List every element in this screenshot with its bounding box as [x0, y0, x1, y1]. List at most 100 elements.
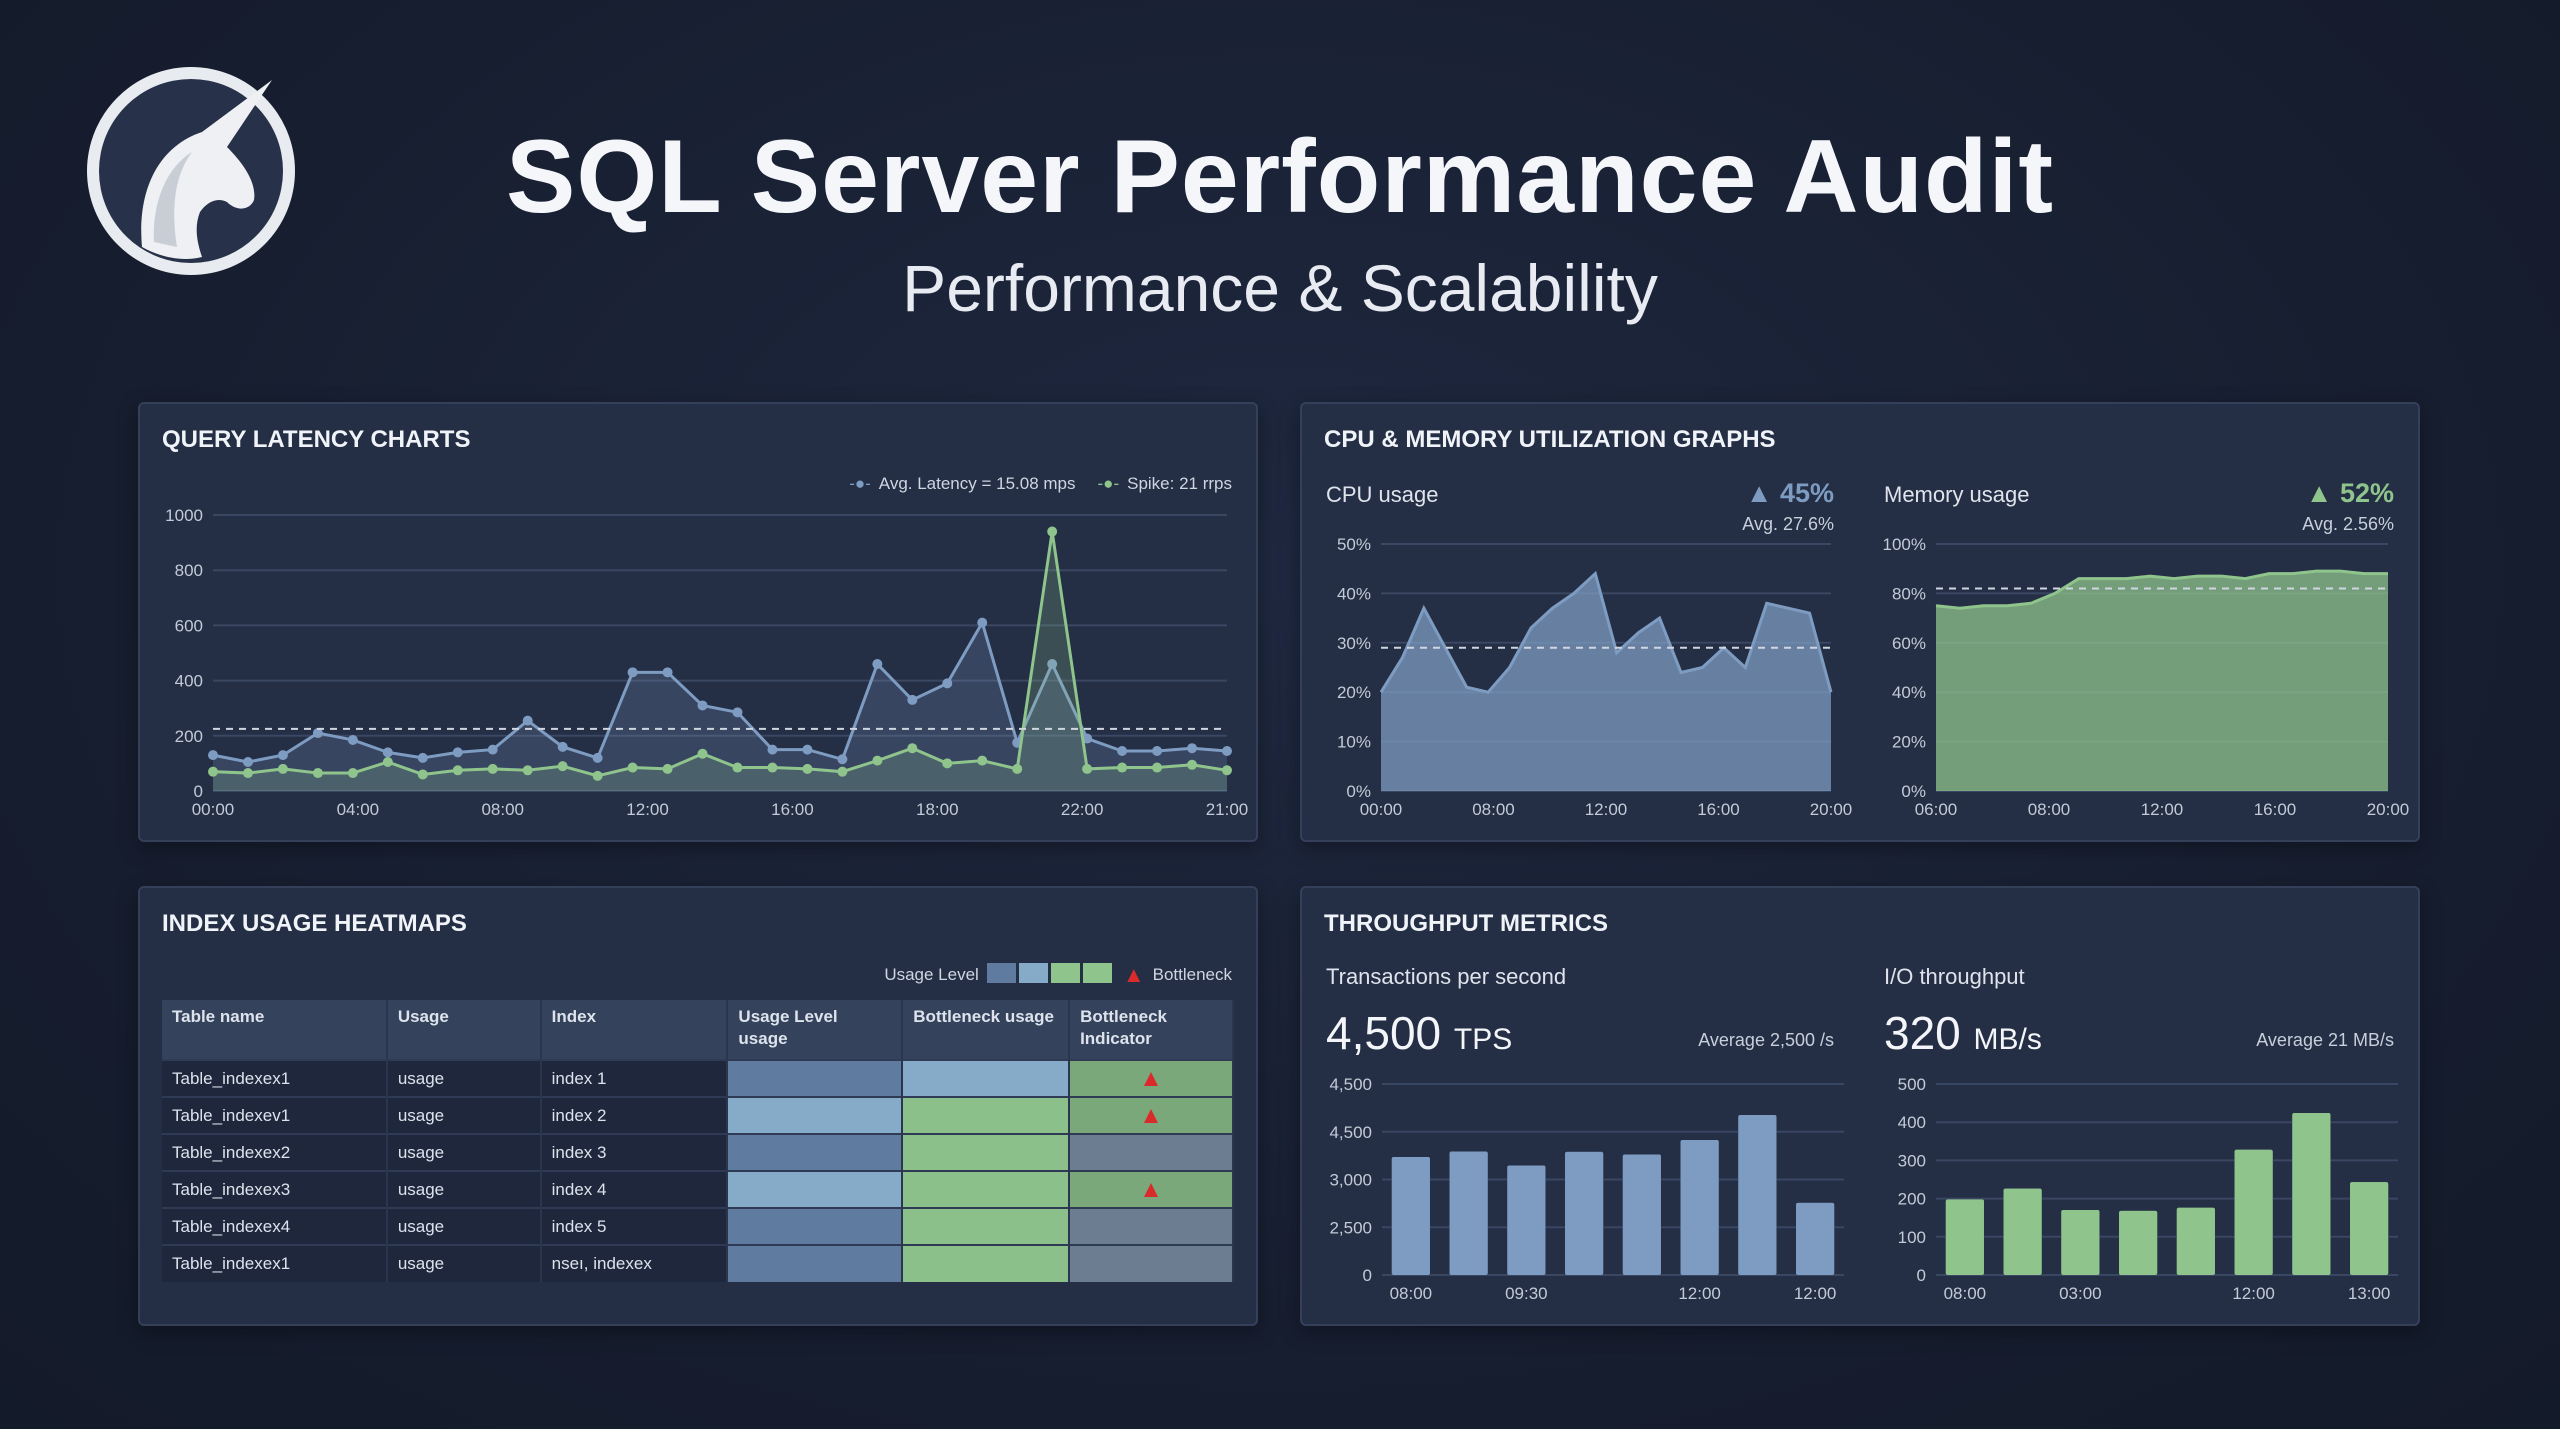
y-tick-label: 400: [175, 672, 203, 691]
cell-usage: usage: [386, 1133, 542, 1171]
legend-swatch: [986, 962, 1016, 983]
data-point: [627, 762, 638, 773]
x-tick-label: 12:00: [2232, 1284, 2275, 1303]
bottleneck-usage-cell: [902, 1096, 1071, 1134]
data-point: [1082, 763, 1093, 774]
cpu-avg: Avg. 27.6%: [1742, 514, 1834, 534]
bar: [1622, 1154, 1661, 1275]
y-tick-label: 200: [175, 727, 203, 746]
x-tick-label: 20:00: [2367, 800, 2410, 819]
x-tick-label: 12:00: [626, 800, 669, 819]
x-tick-label: 21:00: [1206, 800, 1249, 819]
cell-index: index 2: [540, 1096, 729, 1134]
x-tick-label: 12:00: [1794, 1284, 1837, 1303]
data-point: [208, 766, 218, 777]
data-point: [417, 752, 428, 763]
cpu-memory-charts: 0% 10% 20% 30% 40% 50% 00:00 08:00 12:00 16:00 20:…: [1337, 535, 2410, 819]
triangle-up-icon: ▲: [2305, 478, 2340, 508]
data-point: [382, 757, 393, 768]
x-tick-label: 09:30: [1505, 1284, 1548, 1303]
x-tick-label: 16:00: [2254, 800, 2297, 819]
y-tick-label: 20%: [1337, 683, 1371, 702]
x-tick-label: 08:00: [1390, 1284, 1433, 1303]
data-point: [1187, 759, 1198, 770]
data-point: [382, 747, 393, 758]
warning-icon: ▲: [1122, 962, 1145, 987]
bottleneck-usage-cell: [902, 1244, 1071, 1282]
bottleneck-usage-cell: [902, 1059, 1071, 1097]
cell-table: Table_indexex4: [162, 1207, 388, 1245]
bottleneck-usage-cell: [902, 1133, 1071, 1171]
query-latency-panel: QUERY LATENCY CHARTS 0 200 400 600 800 1000 00…: [138, 402, 1258, 842]
latency-chart: 0 200 400 600 800 1000 00:00 04:00 08:00 12:00 16:…: [165, 506, 1249, 819]
column-header: Index: [540, 1000, 729, 1060]
y-tick-label: 200: [1898, 1190, 1926, 1209]
data-point: [767, 744, 778, 755]
bar: [1680, 1140, 1719, 1275]
bar: [1738, 1114, 1777, 1275]
tps-label: Transactions per second: [1326, 964, 1567, 989]
cell-index: nseı, indexex: [540, 1244, 729, 1282]
bottleneck-indicator-cell: [1069, 1244, 1234, 1282]
legend-spike: Spike: 21 rrps: [1127, 474, 1232, 493]
legend-bottleneck-label: Bottleneck: [1152, 965, 1232, 984]
table-row: Table_indexex3 usage index 4 ▲: [162, 1170, 1234, 1208]
usage-level-cell: [727, 1244, 904, 1282]
column-header: Bottleneck Indicator: [1069, 1000, 1234, 1060]
data-point: [452, 765, 463, 776]
series-line: [1379, 570, 1833, 694]
legend-usage-label: Usage Level: [884, 965, 979, 984]
x-tick-label: 08:00: [1472, 800, 1515, 819]
legend-avg-latency: Avg. Latency = 15.08 mps: [878, 474, 1076, 493]
y-tick-label: 300: [1898, 1151, 1926, 1170]
latency-legend: -●- Avg. Latency = 15.08 mps -●- Spike: 21…: [849, 474, 1232, 494]
x-tick-label: 20:00: [1810, 800, 1853, 819]
column-header: Table name: [162, 1000, 388, 1060]
data-point: [1152, 762, 1163, 773]
data-point: [277, 750, 288, 761]
bottleneck-indicator-cell: ▲: [1069, 1170, 1234, 1208]
io-label: I/O throughput: [1884, 964, 2025, 989]
data-point: [312, 728, 323, 739]
warning-icon: ▲: [1139, 1175, 1163, 1203]
data-point: [977, 755, 988, 766]
series-area: [1936, 571, 2388, 791]
x-tick-label: 03:00: [2059, 1284, 2102, 1303]
y-tick-label: 0: [194, 782, 203, 801]
tps-value: 4,500 TPS: [1326, 1007, 1513, 1059]
x-tick-label: 08:00: [2028, 800, 2071, 819]
series-area: [1381, 573, 1831, 791]
bar: [1945, 1199, 1984, 1275]
bar: [1507, 1165, 1546, 1275]
bar: [2234, 1149, 2273, 1275]
usage-level-cell: [727, 1096, 904, 1134]
io-average: Average 21 MB/s: [2256, 1030, 2394, 1050]
cell-usage: usage: [386, 1096, 542, 1134]
cell-index: index 1: [540, 1059, 729, 1097]
data-point: [1187, 743, 1198, 754]
usage-level-cell: [727, 1207, 904, 1245]
tps-average: Average 2,500 /s: [1698, 1030, 1834, 1050]
throughput-charts: 0 2,500 3,000 4,500 4,500 08:00 09:30 12:00 12:0…: [1329, 1075, 2398, 1303]
index-heatmap-panel: INDEX USAGE HEATMAPS Usage Level ▲ Bottl…: [138, 886, 1258, 1326]
cell-table: Table_indexex1: [162, 1244, 388, 1282]
data-point: [417, 769, 428, 780]
cell-usage: usage: [386, 1059, 542, 1097]
data-point: [1222, 765, 1232, 776]
data-point: [1082, 733, 1093, 744]
data-point: [452, 747, 463, 758]
y-tick-label: 4,500: [1329, 1075, 1372, 1094]
table-row: Table_indexex2 usage index 3: [162, 1133, 1234, 1171]
series-area: [213, 622, 1227, 791]
data-point: [347, 768, 358, 779]
bottleneck-usage-cell: [902, 1170, 1071, 1208]
data-point: [208, 750, 218, 761]
y-tick-label: 40%: [1337, 584, 1371, 603]
table-row: Table_indexev1 usage index 2 ▲: [162, 1096, 1234, 1134]
y-tick-label: 0: [1917, 1266, 1926, 1285]
data-point: [732, 762, 743, 773]
x-tick-label: 12:00: [2141, 800, 2184, 819]
y-tick-label: 2,500: [1329, 1218, 1372, 1237]
legend-swatches: [986, 962, 1115, 988]
bar: [2350, 1182, 2389, 1275]
